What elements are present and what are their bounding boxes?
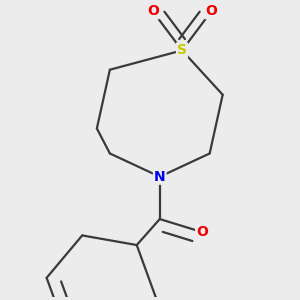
Text: O: O [196, 225, 208, 239]
Text: O: O [147, 4, 159, 18]
Text: O: O [206, 4, 217, 18]
Text: S: S [177, 44, 187, 57]
Text: N: N [154, 170, 166, 184]
